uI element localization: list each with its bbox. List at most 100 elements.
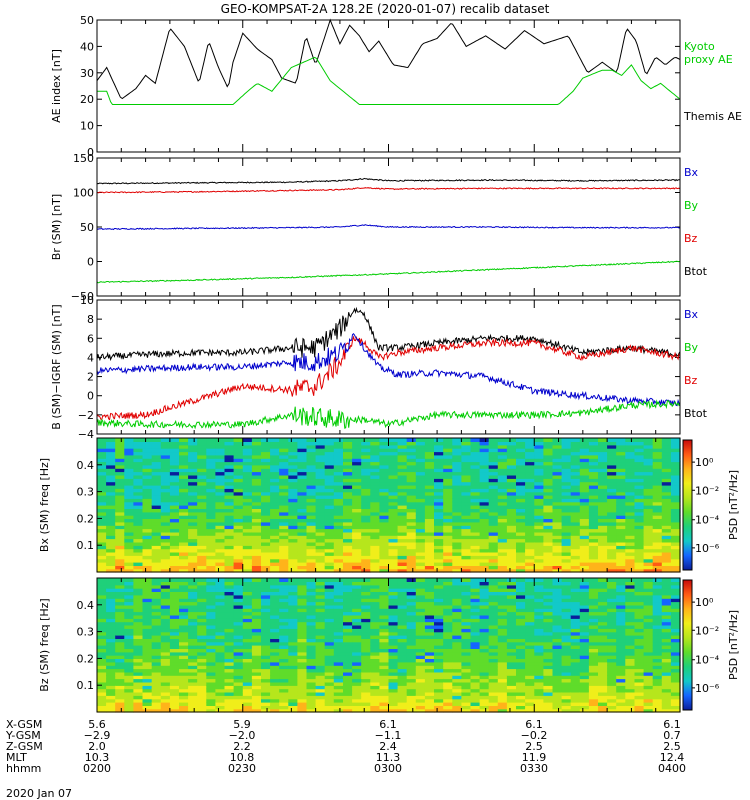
spectrogram-cell bbox=[406, 598, 417, 603]
spectrogram-cell bbox=[133, 678, 144, 683]
spectrogram-cell bbox=[470, 621, 481, 626]
spectrogram-cell bbox=[288, 708, 298, 713]
spectrogram-cell bbox=[570, 685, 581, 690]
spectrogram-cell bbox=[443, 451, 453, 456]
spectrogram-cell bbox=[115, 691, 125, 696]
spectrogram-cell bbox=[516, 448, 526, 453]
spectrogram-cell bbox=[179, 521, 189, 526]
spectrogram-cell bbox=[124, 525, 134, 530]
spectrogram-cell bbox=[306, 594, 317, 599]
spectrogram-cell bbox=[561, 531, 572, 536]
spectrogram-cell bbox=[297, 468, 308, 473]
spectrogram-cell bbox=[160, 648, 171, 653]
spectrogram-cell bbox=[525, 438, 535, 442]
spectrogram-cell bbox=[479, 588, 490, 592]
spectrogram-cell bbox=[206, 484, 216, 489]
spectrogram-cell bbox=[197, 531, 207, 536]
spectrogram-cell bbox=[343, 531, 353, 536]
spectrogram-cell bbox=[452, 648, 462, 653]
spectrogram-cell bbox=[288, 608, 298, 613]
spectrogram-cell bbox=[397, 591, 408, 596]
spectrogram-cell bbox=[434, 668, 444, 673]
spectrogram-cell bbox=[297, 655, 308, 659]
spectrogram-cell bbox=[315, 611, 326, 616]
spectrogram-cell bbox=[361, 685, 371, 690]
spectrogram-cell bbox=[215, 558, 226, 563]
spectrogram-cell bbox=[406, 628, 417, 633]
spectrogram-cell bbox=[470, 448, 481, 453]
spectrogram-cell bbox=[552, 484, 563, 489]
spectrogram-cell bbox=[251, 568, 262, 573]
spectrogram-cell bbox=[288, 528, 298, 533]
spectrogram-cell bbox=[124, 578, 134, 582]
spectrogram-cell bbox=[261, 494, 271, 499]
spectrogram-cell bbox=[288, 685, 298, 690]
spectrogram-cell bbox=[643, 545, 654, 550]
spectrogram-cell bbox=[215, 498, 226, 503]
spectrogram-cell bbox=[497, 671, 508, 676]
spectrogram-cell bbox=[488, 635, 499, 639]
spectrogram-cell bbox=[470, 478, 481, 483]
spectrogram-cell bbox=[534, 621, 544, 626]
spectrogram-cell bbox=[352, 655, 362, 659]
spectrogram-cell bbox=[379, 614, 390, 619]
spectrogram-cell bbox=[452, 601, 462, 606]
spectrogram-cell bbox=[461, 454, 472, 459]
spectrogram-cell bbox=[534, 631, 544, 636]
series-line-3 bbox=[96, 224, 681, 231]
spectrogram-cell bbox=[388, 624, 399, 629]
spectrogram-cell bbox=[106, 588, 116, 592]
spectrogram-cell bbox=[443, 525, 453, 530]
spectrogram-cell bbox=[406, 651, 417, 656]
spectrogram-cell bbox=[297, 638, 308, 643]
spectrogram-cell bbox=[579, 471, 590, 476]
spectrogram-cell bbox=[133, 598, 144, 603]
spectrogram-cell bbox=[570, 608, 581, 613]
spectrogram-cell bbox=[461, 451, 472, 456]
spectrogram-cell bbox=[525, 444, 535, 449]
spectrogram-cell bbox=[242, 618, 253, 623]
spectrogram-cell bbox=[361, 518, 371, 523]
spectrogram-cell bbox=[279, 515, 289, 519]
spectrogram-cell bbox=[561, 591, 572, 596]
spectrogram-cell bbox=[188, 565, 198, 570]
spectrogram-cell bbox=[197, 568, 207, 573]
spectrogram-cell bbox=[424, 655, 435, 659]
spectrogram-cell bbox=[142, 505, 153, 509]
spectrogram-cell bbox=[97, 688, 107, 693]
spectrogram-cell bbox=[415, 525, 426, 530]
spectrogram-cell bbox=[461, 528, 472, 533]
spectrogram-cell bbox=[151, 611, 162, 616]
spectrogram-cell bbox=[288, 588, 298, 592]
spectrogram-cell bbox=[424, 584, 435, 589]
spectrogram-cell bbox=[607, 541, 617, 546]
spectrogram-cell bbox=[297, 651, 308, 656]
spectrogram-cell bbox=[470, 705, 481, 710]
spectrogram-cell bbox=[443, 511, 453, 516]
spectrogram-cell bbox=[561, 474, 572, 479]
spectrogram-cell bbox=[561, 584, 572, 589]
spectrogram-cell bbox=[215, 568, 226, 573]
spectrogram-cell bbox=[206, 498, 216, 503]
spectrogram-cell bbox=[142, 494, 153, 499]
spectrogram-cell bbox=[297, 481, 308, 486]
spectrogram-cell bbox=[579, 535, 590, 540]
spectrogram-cell bbox=[497, 628, 508, 633]
spectrogram-cell bbox=[661, 565, 672, 570]
spectrogram-cell bbox=[297, 621, 308, 626]
spectrogram-cell bbox=[324, 494, 335, 499]
spectrogram-cell bbox=[552, 501, 563, 506]
spectrogram-cell bbox=[169, 645, 180, 649]
spectrogram-cell bbox=[443, 601, 453, 606]
spectrogram-cell bbox=[288, 551, 298, 556]
spectrogram-cell bbox=[115, 488, 125, 493]
spectrogram-cell bbox=[434, 461, 444, 466]
spectrogram-cell bbox=[570, 638, 581, 643]
spectrogram-cell bbox=[415, 494, 426, 499]
spectrogram-cell bbox=[333, 611, 344, 616]
spectrogram-cell bbox=[561, 638, 572, 643]
spectrogram-cell bbox=[415, 555, 426, 560]
spectrogram-cell bbox=[488, 511, 499, 516]
y-tick-label: 50 bbox=[80, 221, 94, 234]
spectrogram-cell bbox=[379, 702, 390, 706]
